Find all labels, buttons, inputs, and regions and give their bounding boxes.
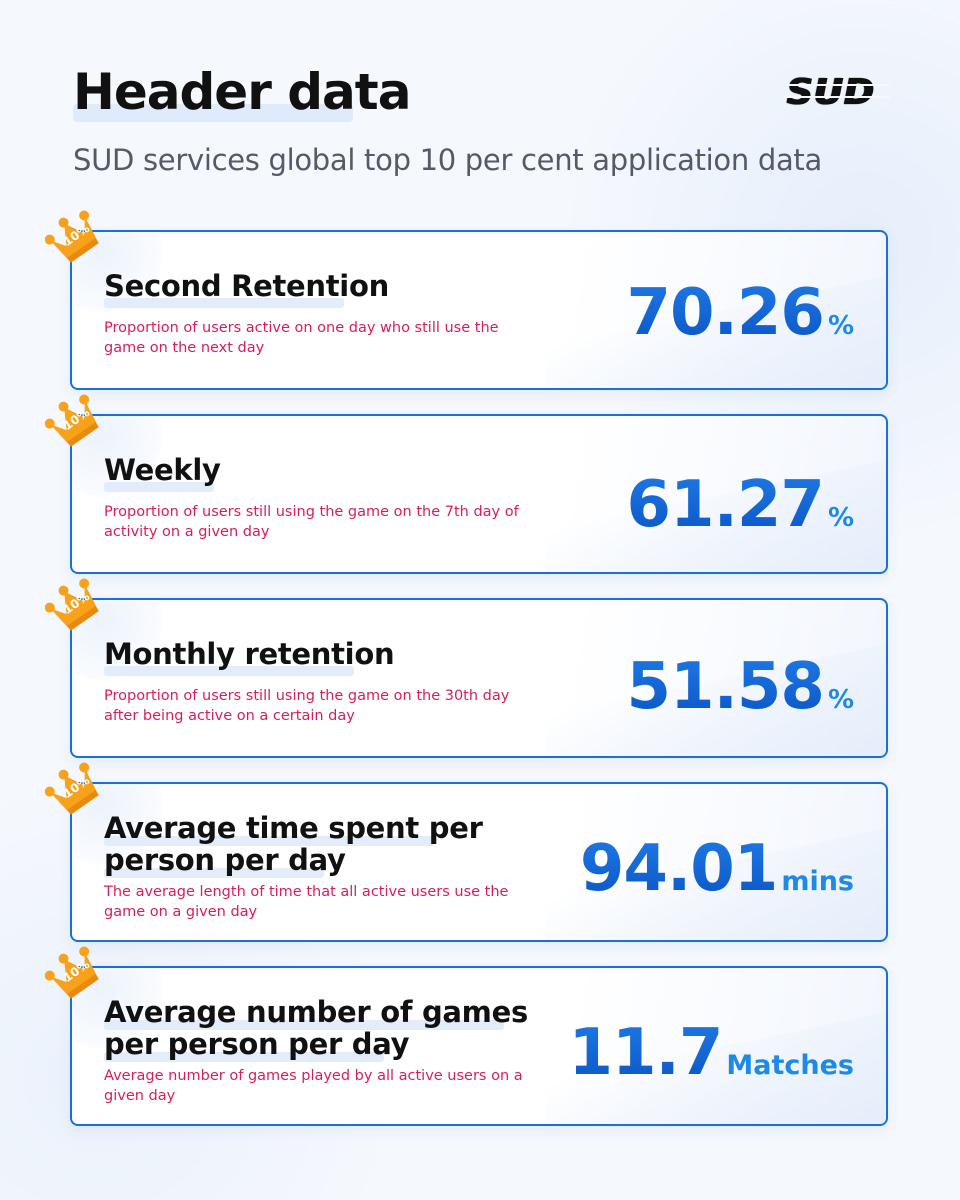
card-title: Average number of games per person per d… — [104, 995, 528, 1061]
card-description: Proportion of users active on one day wh… — [104, 320, 499, 356]
metric-number: 94.01 — [579, 832, 778, 906]
crown-icon — [44, 578, 99, 631]
metric-card-average-time: Average time spent per person per day Th… — [70, 782, 888, 942]
metric-value: 61.27% — [627, 470, 855, 553]
title-underline — [73, 104, 353, 122]
metric-unit: % — [827, 685, 854, 715]
metric-number: 11.7 — [568, 1016, 723, 1090]
title-highlight — [104, 1020, 504, 1030]
card-title: Second Retention — [104, 269, 389, 303]
page-title: Header data — [73, 63, 411, 121]
crown-icon — [44, 946, 99, 999]
title-highlight — [104, 868, 324, 878]
card-title: Average time spent per person per day — [104, 811, 483, 877]
metric-value: 11.7 Matches — [568, 1018, 854, 1101]
title-block: Header data — [73, 58, 411, 126]
metric-value: 70.26% — [627, 278, 855, 361]
crown-badge-icon: 10% — [40, 204, 110, 274]
crown-icon — [44, 394, 99, 447]
title-highlight — [104, 1052, 384, 1062]
metric-number: 70.26 — [626, 276, 825, 350]
crown-badge-icon: 10% — [40, 756, 110, 826]
crown-badge-icon: 10% — [40, 572, 110, 642]
title-highlight — [104, 298, 344, 308]
metric-unit: mins — [781, 866, 854, 897]
title-highlight — [104, 482, 214, 492]
metric-unit: % — [827, 311, 854, 341]
card-description: Proportion of users still using the game… — [104, 504, 519, 540]
crown-icon — [44, 762, 99, 815]
metric-number: 61.27 — [626, 468, 825, 542]
crown-badge-icon: 10% — [40, 940, 110, 1010]
logo-stripe — [786, 96, 890, 98]
crown-badge-icon: 10% — [40, 388, 110, 458]
crown-icon — [44, 210, 99, 263]
card-description: The average length of time that all acti… — [104, 884, 509, 920]
title-highlight — [104, 666, 354, 676]
metric-value: 94.01 mins — [580, 834, 854, 917]
sud-logo: SUD — [786, 70, 890, 116]
page-subtitle: SUD services global top 10 per cent appl… — [73, 143, 822, 177]
metric-card-weekly: Weekly Proportion of users still using t… — [70, 414, 888, 574]
card-title: Monthly retention — [104, 637, 395, 671]
card-description: Average number of games played by all ac… — [104, 1068, 523, 1104]
metric-unit: % — [827, 503, 854, 533]
card-title: Weekly — [104, 453, 221, 487]
metric-card-monthly-retention: Monthly retention Proportion of users st… — [70, 598, 888, 758]
metric-unit: Matches — [726, 1050, 854, 1081]
card-description: Proportion of users still using the game… — [104, 688, 510, 724]
metric-number: 51.58 — [626, 650, 825, 724]
metric-card-second-retention: Second Retention Proportion of users act… — [70, 230, 888, 390]
metric-value: 51.58% — [627, 652, 855, 735]
metric-card-average-games: Average number of games per person per d… — [70, 966, 888, 1126]
logo-text: SUD — [786, 72, 875, 113]
title-highlight — [104, 836, 434, 846]
logo-stripe — [786, 84, 890, 86]
